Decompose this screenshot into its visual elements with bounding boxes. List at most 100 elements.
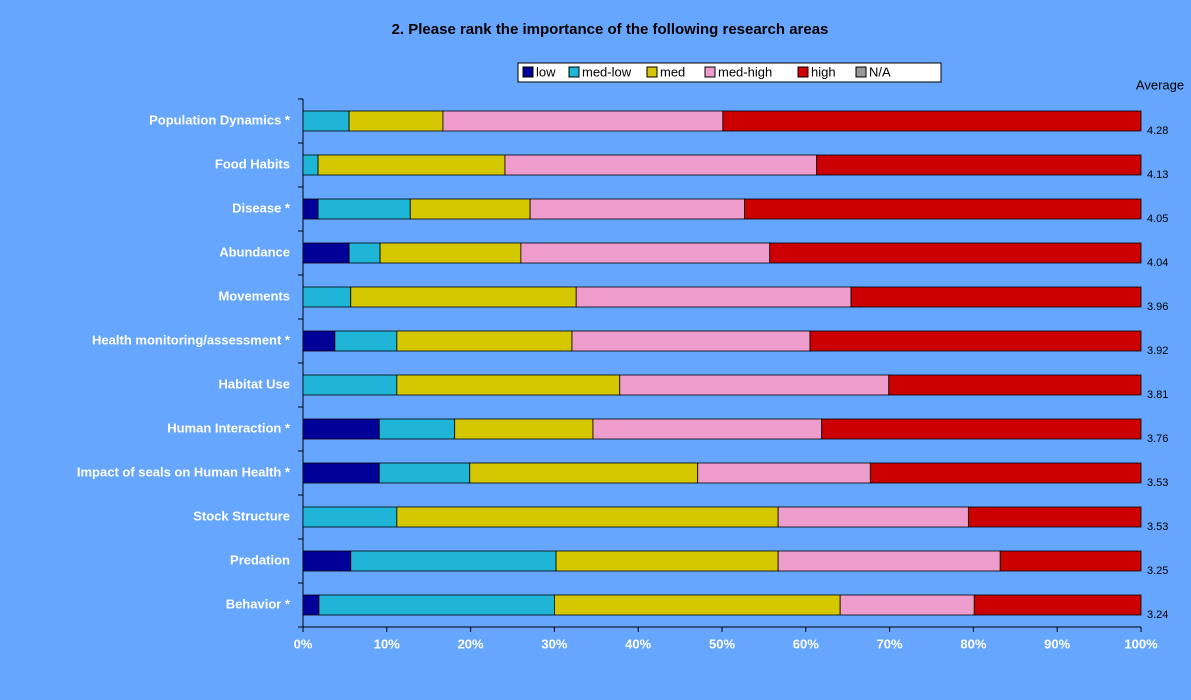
average-value: 3.53: [1147, 477, 1168, 489]
bar-segment: [529, 198, 746, 220]
bar-segment: [317, 154, 506, 176]
bar-segment: [469, 462, 699, 484]
bar-segment: [816, 154, 1142, 176]
bar-segment: [348, 242, 381, 264]
legend-swatch: [855, 66, 867, 78]
legend-label: med: [660, 64, 685, 79]
x-tick-label: 30%: [541, 636, 567, 651]
bar-segment: [888, 374, 1142, 396]
bar-segment: [334, 330, 398, 352]
bar-segment: [302, 154, 319, 176]
bar-segment: [520, 242, 771, 264]
average-value: 3.81: [1147, 389, 1168, 401]
bar-segment: [769, 242, 1142, 264]
bar-segment: [348, 110, 444, 132]
x-tick-label: 50%: [709, 636, 735, 651]
bar-segment: [571, 330, 811, 352]
legend: [517, 62, 942, 83]
bar-segment: [318, 594, 555, 616]
bar-segment: [809, 330, 1142, 352]
average-value: 4.28: [1147, 125, 1168, 137]
bar-segment: [378, 462, 471, 484]
category-label: Abundance: [219, 244, 290, 259]
average-value: 3.96: [1147, 301, 1168, 313]
bar-segment: [555, 550, 779, 572]
bar-segment: [777, 550, 1001, 572]
bar-segment: [302, 198, 319, 220]
bar-segment: [378, 418, 456, 440]
bar-segment: [839, 594, 975, 616]
bar-segment: [350, 286, 577, 308]
average-value: 3.24: [1147, 609, 1168, 621]
legend-label: high: [811, 64, 836, 79]
x-tick-label: 60%: [793, 636, 819, 651]
bar-segment: [554, 594, 841, 616]
legend-label: med-high: [718, 64, 772, 79]
legend-swatch: [568, 66, 580, 78]
bar-segment: [302, 286, 352, 308]
average-value: 4.04: [1147, 257, 1168, 269]
average-value: 3.25: [1147, 565, 1168, 577]
x-tick-label: 70%: [877, 636, 903, 651]
category-label: Movements: [218, 288, 290, 303]
bar-segment: [967, 506, 1142, 528]
x-tick-label: 40%: [625, 636, 651, 651]
bar-segment: [575, 286, 852, 308]
average-value: 4.05: [1147, 213, 1168, 225]
bar-segment: [302, 110, 350, 132]
legend-swatch: [522, 66, 534, 78]
bar-segment: [697, 462, 871, 484]
category-label: Human Interaction *: [167, 420, 291, 435]
bar-segment: [302, 418, 380, 440]
x-tick-label: 90%: [1044, 636, 1070, 651]
bar-segment: [317, 198, 411, 220]
x-tick-label: 0%: [294, 636, 313, 651]
bar-segment: [504, 154, 818, 176]
bar-segment: [396, 330, 573, 352]
bar-segment: [302, 594, 320, 616]
bar-segment: [302, 330, 336, 352]
average-header: Average: [1136, 77, 1184, 92]
average-value: 3.53: [1147, 521, 1168, 533]
bar-segment: [379, 242, 522, 264]
category-label: Behavior *: [226, 596, 291, 611]
bar-segment: [302, 374, 398, 396]
bar-segment: [722, 110, 1142, 132]
legend-label: low: [536, 64, 556, 79]
bar-segment: [350, 550, 557, 572]
average-value: 3.92: [1147, 345, 1168, 357]
legend-label: med-low: [582, 64, 632, 79]
average-value: 3.76: [1147, 433, 1168, 445]
legend-swatch: [797, 66, 809, 78]
average-value: 4.13: [1147, 169, 1168, 181]
category-label: Predation: [230, 552, 290, 567]
bar-segment: [302, 506, 398, 528]
category-label: Habitat Use: [218, 376, 290, 391]
legend-swatch: [704, 66, 716, 78]
bar-segment: [302, 462, 380, 484]
x-tick-label: 10%: [374, 636, 400, 651]
bar-segment: [850, 286, 1142, 308]
bar-segment: [409, 198, 531, 220]
bar-segment: [396, 506, 779, 528]
x-tick-label: 100%: [1124, 636, 1158, 651]
category-label: Food Habits: [215, 156, 290, 171]
x-tick-label: 80%: [960, 636, 986, 651]
bar-segment: [999, 550, 1142, 572]
bar-segment: [619, 374, 890, 396]
bar-segment: [442, 110, 724, 132]
bar-segment: [821, 418, 1142, 440]
bar-segment: [869, 462, 1142, 484]
category-label: Stock Structure: [193, 508, 290, 523]
legend-label: N/A: [869, 64, 891, 79]
bar-segment: [777, 506, 969, 528]
legend-swatch: [646, 66, 658, 78]
category-label: Health monitoring/assessment *: [92, 332, 291, 347]
bar-segment: [973, 594, 1142, 616]
category-label: Disease *: [232, 200, 291, 215]
category-label: Impact of seals on Human Health *: [77, 464, 291, 479]
bar-segment: [454, 418, 594, 440]
bar-segment: [302, 550, 352, 572]
bar-segment: [396, 374, 621, 396]
